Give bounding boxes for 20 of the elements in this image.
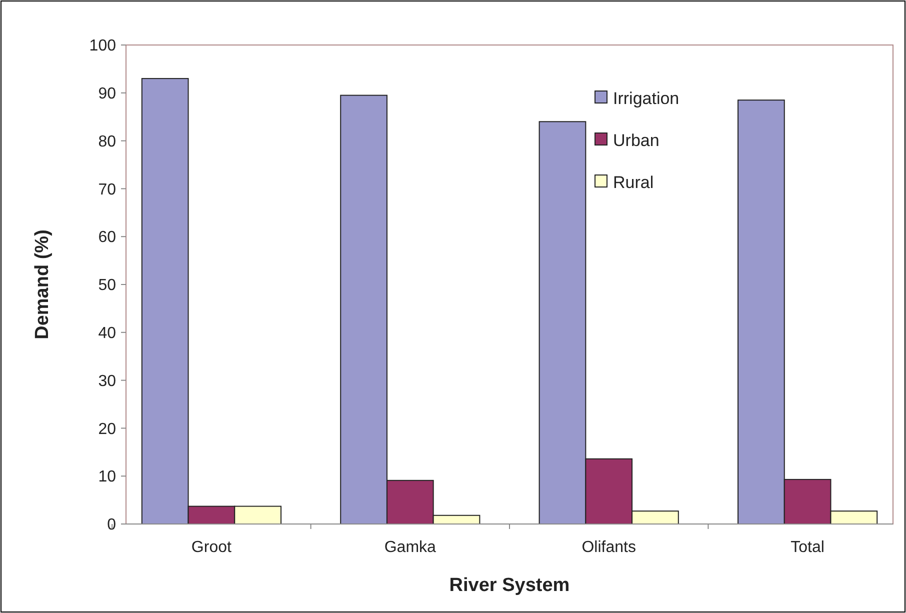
y-tick-label: 80 [98, 133, 116, 150]
y-tick-label: 70 [98, 181, 116, 198]
y-tick-label: 0 [107, 516, 116, 534]
y-tick-label: 50 [98, 277, 116, 294]
x-axis-title: River System [449, 575, 570, 596]
x-tick-label: Total [790, 539, 824, 556]
x-tick-label: Groot [191, 539, 232, 556]
y-tick-label: 100 [89, 38, 116, 55]
y-tick-label: 60 [98, 229, 116, 246]
x-tick-label: Gamka [384, 539, 436, 556]
y-tick-label: 30 [98, 372, 116, 390]
y-axis-title: Demand (%) [32, 230, 53, 340]
y-tick-label: 20 [98, 420, 116, 438]
legend-label: Urban [613, 130, 660, 150]
x-tick-label: Olifants [582, 539, 636, 556]
legend-label: Rural [613, 172, 654, 192]
y-tick-label: 40 [98, 325, 116, 342]
y-tick-label: 10 [98, 468, 116, 486]
legend-label: Irrigation [613, 88, 680, 108]
y-tick-label: 90 [98, 86, 116, 102]
